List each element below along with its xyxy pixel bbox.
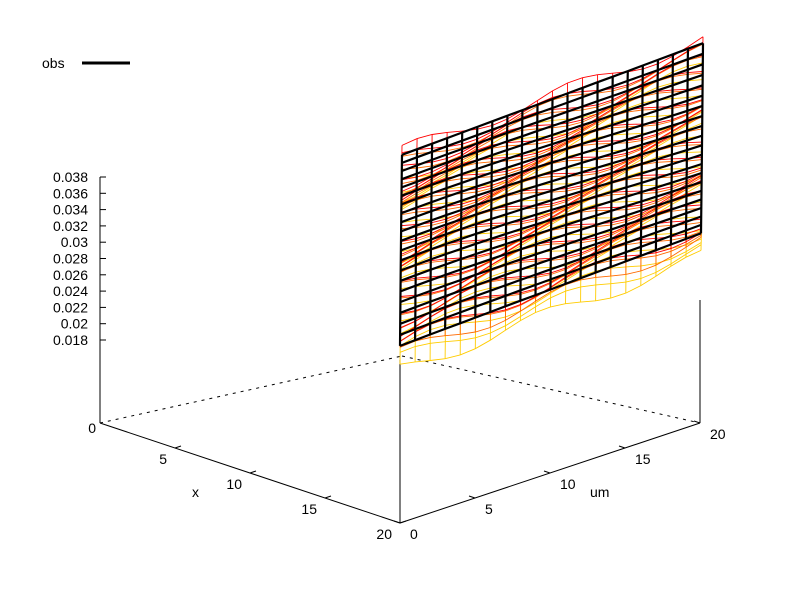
mesh-line xyxy=(684,48,690,239)
mesh-line xyxy=(609,76,614,268)
um-tick xyxy=(543,470,551,474)
mesh-line xyxy=(400,153,703,252)
z-tick-label: 0.036 xyxy=(53,185,88,201)
z-tick-label: 0.024 xyxy=(53,283,88,299)
mesh-line xyxy=(474,126,479,318)
mesh-line xyxy=(639,65,644,256)
mesh-line xyxy=(564,93,569,284)
surface-obs xyxy=(398,42,705,347)
z-tick-label: 0.028 xyxy=(53,251,88,267)
z-tick-label: 0.032 xyxy=(53,218,88,234)
um-tick xyxy=(618,445,626,449)
z-tick-label: 0.034 xyxy=(53,202,88,218)
mesh-line xyxy=(400,171,703,272)
x-axis-label: x xyxy=(192,484,199,500)
x-tick-label: 10 xyxy=(226,476,242,492)
mesh-line xyxy=(399,223,702,336)
mesh-line xyxy=(399,237,702,348)
mesh-line xyxy=(399,215,702,325)
x-tick xyxy=(174,445,182,449)
legend: obs xyxy=(42,55,130,71)
mesh-line xyxy=(399,232,702,347)
legend-label: obs xyxy=(42,55,65,71)
z-tick-label: 0.022 xyxy=(53,299,88,315)
mesh-line xyxy=(654,59,659,251)
um-tick-label: 5 xyxy=(485,501,493,517)
mesh-line xyxy=(400,162,703,262)
x-tick xyxy=(249,470,257,474)
um-tick xyxy=(468,495,476,499)
z-tick-label: 0.03 xyxy=(61,234,88,250)
z-tick-label: 0.02 xyxy=(61,316,88,332)
axis-ticks: 0.0380.0360.0340.0320.030.0280.0260.0240… xyxy=(53,169,726,542)
mesh-line xyxy=(669,54,674,245)
z-tick-label: 0.038 xyxy=(53,169,88,185)
mesh-line xyxy=(399,242,702,347)
plot-axes xyxy=(99,177,701,524)
um-tick-label: 10 xyxy=(560,476,576,492)
um-tick-label: 15 xyxy=(635,451,651,467)
mesh-line xyxy=(624,71,629,262)
um-tick xyxy=(393,520,401,524)
x-tick-label: 15 xyxy=(301,501,317,517)
x-tick-label: 5 xyxy=(159,451,167,467)
z-tick-label: 0.018 xyxy=(53,332,88,348)
base-edge-back-right xyxy=(401,355,701,424)
um-tick-label: 0 xyxy=(410,526,418,542)
um-tick xyxy=(693,420,701,424)
mesh-line xyxy=(594,82,599,273)
um-tick-label: 20 xyxy=(710,426,726,442)
mesh-line xyxy=(400,198,702,304)
um-axis-label: um xyxy=(590,484,609,500)
z-tick-label: 0.026 xyxy=(53,267,88,283)
mesh-line xyxy=(399,244,702,353)
x-tick xyxy=(324,495,332,499)
mesh-line xyxy=(534,104,539,296)
mesh-line xyxy=(399,206,702,314)
base-edge-back-left xyxy=(99,355,403,424)
base-zero-label: 0 xyxy=(88,420,96,436)
x-tick xyxy=(399,520,407,524)
mesh-line xyxy=(699,43,705,234)
mesh-line xyxy=(399,249,702,365)
surface-meshes xyxy=(398,36,705,365)
mesh-line xyxy=(489,121,494,313)
mesh-line xyxy=(579,87,584,279)
mesh-line xyxy=(400,180,702,282)
mesh-line xyxy=(400,189,702,293)
mesh-line xyxy=(549,98,554,290)
x-tick-label: 20 xyxy=(376,526,392,542)
